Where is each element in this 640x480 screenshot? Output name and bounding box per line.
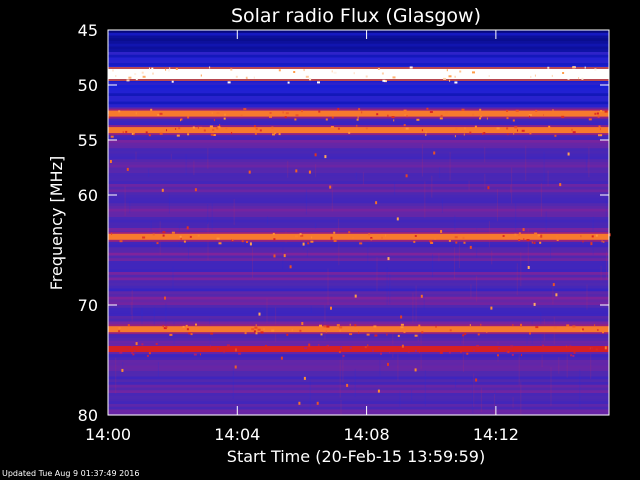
chart-title: Solar radio Flux (Glasgow)	[231, 5, 481, 27]
x-tick-label-3: 14:12	[473, 425, 519, 444]
spectrogram-background	[108, 30, 609, 416]
band-2	[108, 124, 609, 138]
band-0	[108, 66, 609, 84]
x-tick-label-2: 14:08	[344, 425, 390, 444]
band-4	[108, 323, 609, 337]
band-3	[108, 231, 609, 245]
y-tick-label-4: 70	[78, 296, 98, 315]
band-5	[108, 343, 609, 357]
burst-spots	[109, 151, 611, 405]
update-timestamp: Updated Tue Aug 9 01:37:49 2016	[2, 469, 140, 478]
y-tick-label-2: 55	[78, 131, 98, 150]
y-tick-label-5: 80	[78, 406, 98, 425]
y-axis-label: Frequency [MHz]	[47, 156, 66, 290]
y-tick-label-1: 50	[78, 76, 98, 95]
plot-area	[108, 30, 611, 416]
y-tick-label-3: 60	[78, 186, 98, 205]
x-tick-label-1: 14:04	[214, 425, 260, 444]
y-tick-label-0: 45	[78, 21, 98, 40]
x-tick-label-0: 14:00	[85, 425, 131, 444]
x-axis-label: Start Time (20-Feb-15 13:59:59)	[227, 447, 485, 466]
plot-frame	[107, 29, 610, 416]
